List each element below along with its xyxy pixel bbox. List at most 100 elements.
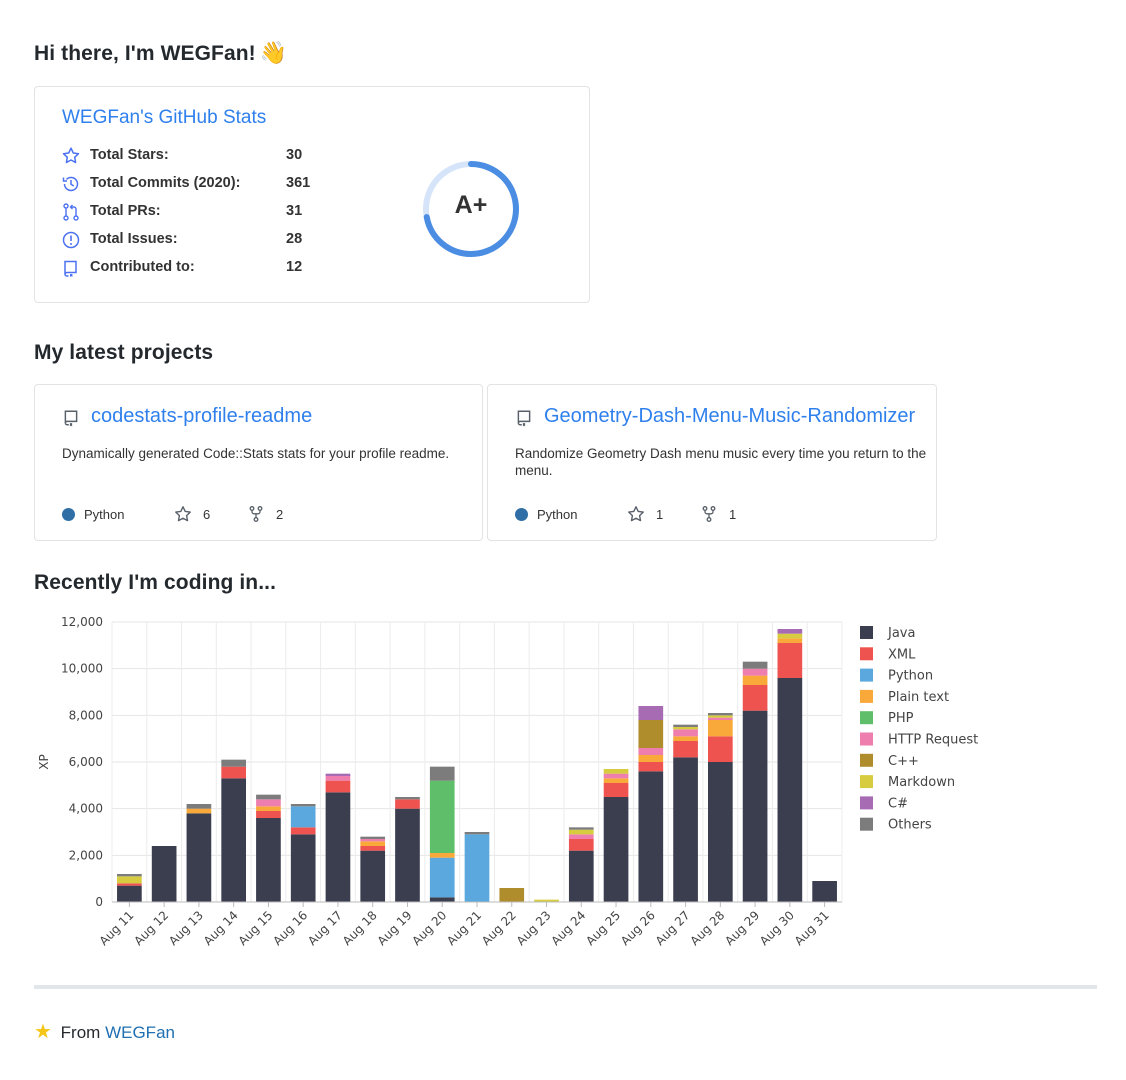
stats-value: 30 xyxy=(286,147,303,163)
stats-label: Total Issues: xyxy=(90,231,178,247)
repo-name-link[interactable]: codestats-profile-readme xyxy=(91,405,313,427)
bar-segment-python xyxy=(290,806,316,828)
bar-segment-others xyxy=(429,766,455,781)
bar-segment-http-request xyxy=(568,834,594,839)
bar-segment-markdown xyxy=(117,876,142,884)
y-tick-label: 12,000 xyxy=(61,615,103,629)
legend-label: Others xyxy=(888,818,932,833)
bar-segment-http-request xyxy=(673,729,698,737)
bar-segment-markdown xyxy=(568,829,594,835)
x-tick-label: Aug 11 xyxy=(97,908,137,948)
repo-name-link[interactable]: Geometry-Dash-Menu-Music-Randomizer xyxy=(544,405,916,427)
repo-icon xyxy=(64,410,78,427)
bar-segment-xml xyxy=(256,811,281,818)
repo-description: Randomize Geometry Dash menu music every… xyxy=(515,446,927,478)
x-tick-label: Aug 21 xyxy=(444,908,484,948)
bar-segment-http-request xyxy=(360,839,386,842)
y-tick-label: 8,000 xyxy=(69,708,103,722)
legend-label: Java xyxy=(887,626,915,641)
bar-segment-plain-text xyxy=(256,806,281,811)
footer-prefix: From xyxy=(60,1023,101,1042)
x-tick-label: Aug 14 xyxy=(201,908,241,948)
repo-meta: Python 6 2 xyxy=(62,505,462,525)
rank-circle xyxy=(423,161,519,257)
bar-segment-plain-text xyxy=(603,778,629,783)
repo-meta: Python 1 1 xyxy=(515,505,915,525)
legend-swatch xyxy=(860,753,873,767)
repo-card-codestats-profile-readme[interactable]: codestats-profile-readme Dynamically gen… xyxy=(34,384,483,541)
x-tick-label: Aug 15 xyxy=(236,908,276,948)
repo-language: Python xyxy=(537,507,578,522)
bar-segment-java xyxy=(117,885,142,902)
y-tick-label: 4,000 xyxy=(69,802,103,816)
bar-segment-c- xyxy=(499,888,525,902)
bar-segment-xml xyxy=(117,883,142,886)
bar-segment-others xyxy=(673,724,698,727)
legend-label: Plain text xyxy=(888,690,949,705)
projects-heading: My latest projects xyxy=(34,341,214,364)
stats-label: Contributed to: xyxy=(90,259,195,275)
language-color-dot xyxy=(62,508,75,521)
footer-author-link[interactable]: WEGFan xyxy=(105,1023,175,1042)
bar-segment-java xyxy=(290,834,316,902)
pull-request-icon xyxy=(63,203,79,221)
greeting-heading: Hi there, I'm WEGFan! 👋 xyxy=(34,40,287,66)
greeting-text: Hi there, I'm WEGFan! xyxy=(34,42,256,65)
legend-swatch xyxy=(860,689,873,703)
bar-segment-markdown xyxy=(603,769,629,774)
bar-segment-http-request xyxy=(325,776,351,781)
bar-segment-xml xyxy=(395,799,420,809)
repo-star-count: 6 xyxy=(203,507,211,522)
bar-segment-xml xyxy=(290,827,316,835)
repo-fork-count: 2 xyxy=(276,507,284,522)
bar-segment-plain-text xyxy=(360,841,386,846)
y-tick-label: 0 xyxy=(95,895,103,909)
chart-legend: Java XML Python Plain text PHP HTTP Request C+… xyxy=(860,626,978,833)
x-tick-label: Aug 27 xyxy=(653,908,693,948)
bar-segment-java xyxy=(707,762,733,902)
bar-segment-plain-text xyxy=(673,736,698,741)
x-tick-label: Aug 31 xyxy=(792,908,832,948)
bar-segment-c- xyxy=(638,720,664,748)
github-stats-card[interactable]: WEGFan's GitHub Stats Total Stars: 30 To… xyxy=(34,86,590,303)
x-tick-label: Aug 18 xyxy=(340,908,380,948)
bar-segment-java xyxy=(742,710,768,902)
x-tick-label: Aug 16 xyxy=(270,908,310,948)
waving-hand-icon: 👋 xyxy=(259,40,288,65)
bar-segment-others xyxy=(568,827,594,830)
footer: ★ From WEGFan xyxy=(34,1019,175,1044)
x-tick-label: Aug 12 xyxy=(131,908,171,948)
x-tick-label: Aug 22 xyxy=(479,908,519,948)
bar-segment-xml xyxy=(777,643,803,678)
bar-segment-plain-text xyxy=(186,808,212,814)
stats-value: 31 xyxy=(286,203,303,219)
repo-star-count: 1 xyxy=(656,507,664,522)
bar-segment-markdown xyxy=(777,633,803,639)
stats-row-total-stars: Total Stars: 30 xyxy=(61,145,361,167)
repo-language: Python xyxy=(84,507,125,522)
repo-fork-count: 1 xyxy=(729,507,737,522)
bar-segment-plain-text xyxy=(429,853,455,858)
bar-segment-java xyxy=(186,813,212,902)
bar-segment-java xyxy=(256,818,281,902)
star-icon xyxy=(628,506,644,522)
stats-row-total-commits: Total Commits (2020): 361 xyxy=(61,173,361,195)
repo-description: Dynamically generated Code::Stats stats … xyxy=(62,446,450,461)
bar-segment-plain-text xyxy=(777,638,803,643)
legend-swatch xyxy=(860,711,873,725)
repo-card-geometry-dash-menu-music-randomizer[interactable]: Geometry-Dash-Menu-Music-Randomizer Rand… xyxy=(487,384,937,541)
issue-icon xyxy=(62,231,80,249)
bar-segment-java xyxy=(812,881,837,902)
stats-value: 361 xyxy=(286,175,311,191)
bar-segment-others xyxy=(395,797,420,800)
x-tick-label: Aug 23 xyxy=(514,908,554,948)
bar-segment-others xyxy=(186,804,212,809)
bar-segment-markdown xyxy=(707,715,733,718)
legend-label: Python xyxy=(888,669,933,684)
footer-divider xyxy=(34,985,1097,989)
bar-segment-xml xyxy=(673,741,698,758)
x-tick-label: Aug 19 xyxy=(375,908,415,948)
bar-segment-xml xyxy=(707,736,733,762)
bar-segment-http-request xyxy=(638,748,664,755)
